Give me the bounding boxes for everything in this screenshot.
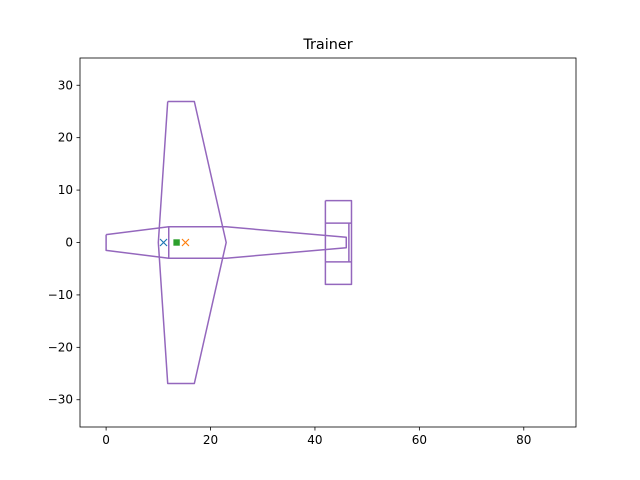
x-tick-label: 20 — [203, 433, 218, 447]
y-tick-label: −20 — [48, 340, 73, 354]
marker-x-0 — [159, 238, 168, 247]
outline-wing — [157, 100, 227, 385]
outline-horizontal-tail — [324, 199, 353, 286]
marker-square-2 — [173, 239, 180, 246]
chart-title: Trainer — [302, 37, 352, 53]
x-tick-label: 40 — [307, 433, 322, 447]
x-tick-label: 80 — [516, 433, 531, 447]
x-tick-label: 60 — [412, 433, 427, 447]
plot-area: 0 20 40 60 80 −30 −20 −10 0 10 20 30 — [48, 57, 577, 447]
outline-fuselage — [105, 226, 348, 259]
y-tick-label: 30 — [58, 78, 73, 92]
y-tick-label: −10 — [48, 288, 73, 302]
marker-x-1 — [181, 238, 190, 247]
y-tick-label: −30 — [48, 393, 73, 407]
y-tick-label: 10 — [58, 183, 73, 197]
x-tick-label: 0 — [102, 433, 110, 447]
y-tick-label: 20 — [58, 131, 73, 145]
y-tick-label: 0 — [65, 236, 73, 250]
